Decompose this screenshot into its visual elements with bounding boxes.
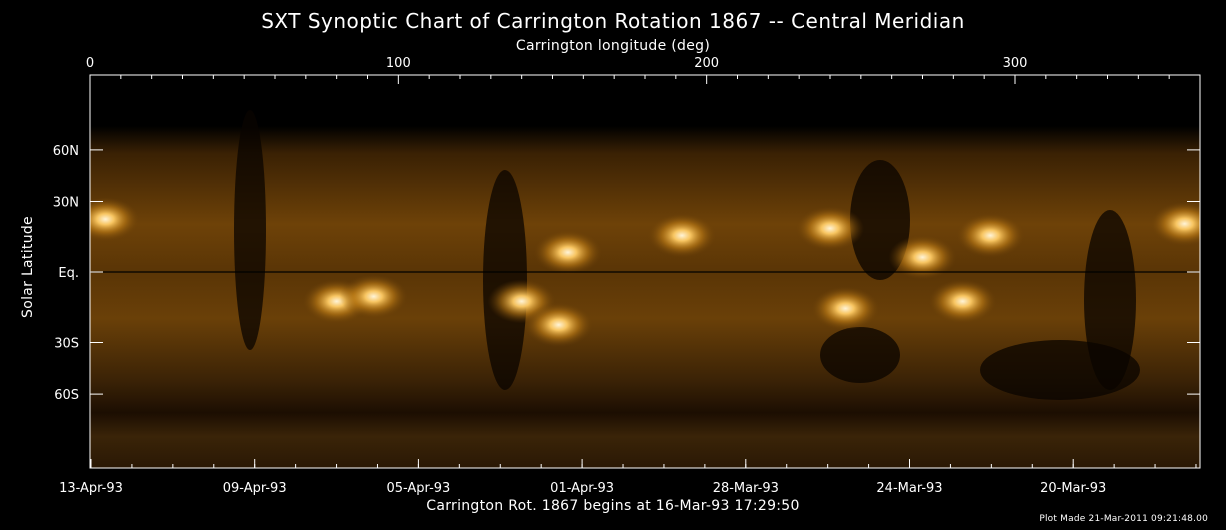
bottom-tick-label: 28-Mar-93 [713,481,779,496]
left-axis: 60N 30N Eq. 30S 60S [53,144,1200,403]
top-tick-label: 0 [86,56,94,71]
footer-rotation-start: Carrington Rot. 1867 begins at 16-Mar-93… [426,498,800,514]
top-axis: 0 100 200 300 [86,56,1170,84]
active-region [811,286,880,331]
bottom-tick-label: 20-Mar-93 [1040,481,1106,496]
bottom-axis: 13-Apr-93 09-Apr-93 05-Apr-93 01-Apr-93 28-M… [59,459,1197,496]
top-tick-label: 200 [694,56,719,71]
active-region [533,230,602,275]
active-region [648,213,716,258]
coronal-hole [234,110,266,350]
plot-made-stamp: Plot Made 21-Mar-2011 09:21:48.00 [1039,514,1208,524]
chart-title: SXT Synoptic Chart of Carrington Rotatio… [261,9,965,33]
coronal-hole [483,170,527,390]
left-tick-label: Eq. [58,266,79,281]
bottom-tick-label: 09-Apr-93 [223,481,287,496]
coronal-hole [820,327,900,383]
bottom-tick-label: 05-Apr-93 [386,481,450,496]
active-region [1150,201,1200,246]
top-tick-label: 300 [1003,56,1028,71]
left-tick-label: 30S [54,337,79,352]
bottom-tick-label: 01-Apr-93 [550,481,614,496]
left-tick-label: 60S [54,388,79,403]
active-region [90,197,140,242]
bottom-tick-label: 13-Apr-93 [59,481,123,496]
active-region [928,279,997,324]
left-tick-label: 60N [53,144,79,159]
top-axis-label: Carrington longitude (deg) [515,38,711,54]
active-region [796,206,864,251]
left-tick-label: 30N [53,196,79,211]
active-region [339,274,408,319]
bottom-tick-label: 24-Mar-93 [876,481,942,496]
top-tick-label: 100 [386,56,411,71]
active-region [888,235,957,280]
coronal-hole [980,340,1140,400]
active-region [956,213,1025,258]
active-region [524,302,593,347]
bright-regions [90,197,1200,347]
